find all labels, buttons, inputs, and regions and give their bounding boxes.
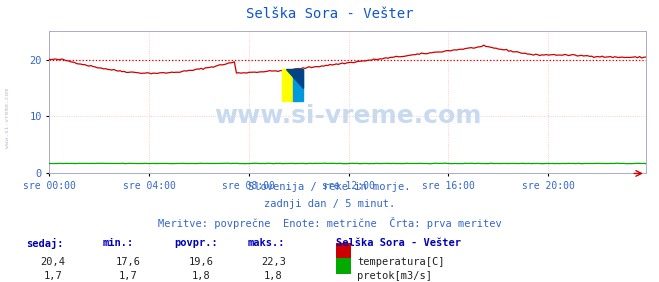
Text: Meritve: povprečne  Enote: metrične  Črta: prva meritev: Meritve: povprečne Enote: metrične Črta:… [158,217,501,229]
Text: temperatura[C]: temperatura[C] [357,257,445,266]
Text: 19,6: 19,6 [188,257,214,266]
Text: Slovenija / reke in morje.: Slovenija / reke in morje. [248,182,411,192]
Text: 1,7: 1,7 [119,271,138,281]
Text: povpr.:: povpr.: [175,238,218,248]
Text: 1,8: 1,8 [264,271,283,281]
Text: Selška Sora - Vešter: Selška Sora - Vešter [246,7,413,21]
Text: www.si-vreme.com: www.si-vreme.com [214,104,481,129]
Polygon shape [286,69,304,88]
Text: maks.:: maks.: [247,238,285,248]
Text: 17,6: 17,6 [116,257,141,266]
Text: Selška Sora - Vešter: Selška Sora - Vešter [336,238,461,248]
Bar [282,69,293,101]
Text: 22,3: 22,3 [261,257,286,266]
Bar [293,69,304,101]
Text: min.:: min.: [102,238,133,248]
Text: 1,8: 1,8 [192,271,210,281]
Text: 20,4: 20,4 [40,257,65,266]
Text: zadnji dan / 5 minut.: zadnji dan / 5 minut. [264,199,395,209]
Text: 1,7: 1,7 [43,271,62,281]
Text: pretok[m3/s]: pretok[m3/s] [357,271,432,281]
Text: www.si-vreme.com: www.si-vreme.com [5,89,11,148]
Text: sedaj:: sedaj: [26,238,64,249]
